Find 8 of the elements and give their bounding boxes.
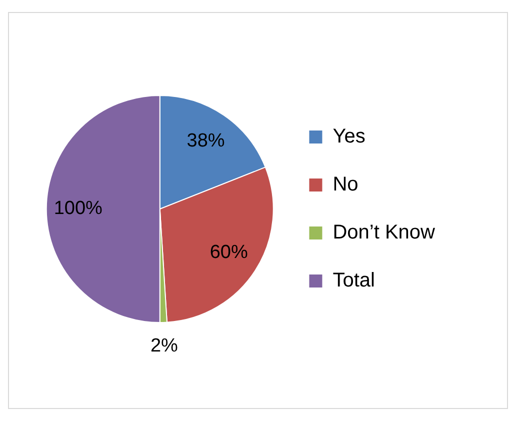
legend-label: No <box>332 174 358 196</box>
data-label: 60% <box>210 242 248 264</box>
data-label: 38% <box>186 130 225 152</box>
legend-label: Don’t Know <box>332 222 436 244</box>
legend-label: Yes <box>332 126 366 148</box>
data-label: 2% <box>150 336 178 357</box>
legend-label: Total <box>332 270 375 292</box>
data-label: 100% <box>54 198 103 220</box>
